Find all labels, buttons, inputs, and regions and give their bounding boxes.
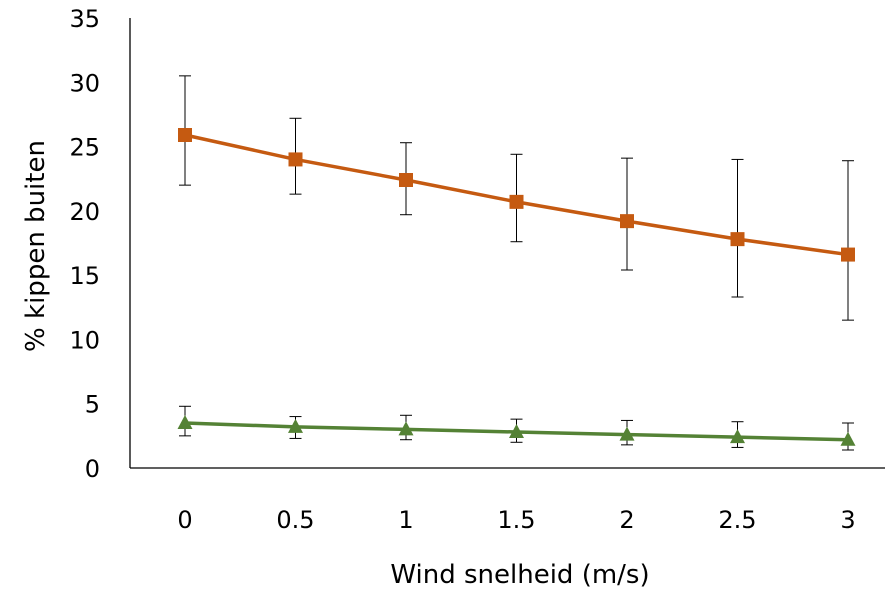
y-tick-label: 30 <box>69 69 100 97</box>
series-1 <box>178 76 855 320</box>
data-point-square <box>399 173 413 187</box>
data-point-square <box>289 152 303 166</box>
y-axis-label: % kippen buiten <box>21 140 51 352</box>
y-tick-label: 10 <box>69 326 100 354</box>
y-tick-label: 0 <box>85 455 100 483</box>
y-tick-label: 25 <box>69 134 100 162</box>
series-2 <box>178 406 856 450</box>
error-bar <box>732 159 744 297</box>
x-axis-label: Wind snelheid (m/s) <box>390 560 649 590</box>
y-tick-label: 15 <box>69 262 100 290</box>
x-tick-label: 0 <box>177 506 192 534</box>
data-point-square <box>620 214 634 228</box>
data-point-square <box>841 248 855 262</box>
x-tick-label: 0.5 <box>276 506 314 534</box>
x-tick-labels: 0 0.5 1 1.5 2 2.5 3 <box>177 506 855 534</box>
error-bar <box>621 158 633 270</box>
data-point-square <box>510 195 524 209</box>
y-tick-label: 20 <box>69 198 100 226</box>
y-tick-labels: 0 5 10 15 20 25 30 35 <box>69 5 100 483</box>
y-tick-label: 35 <box>69 5 100 33</box>
data-point-square <box>178 128 192 142</box>
x-tick-label: 1.5 <box>497 506 535 534</box>
series-layer <box>178 76 856 450</box>
data-point-square <box>731 232 745 246</box>
x-tick-label: 2.5 <box>718 506 756 534</box>
x-tick-label: 2 <box>619 506 634 534</box>
y-tick-label: 5 <box>85 391 100 419</box>
x-tick-label: 3 <box>840 506 855 534</box>
x-tick-label: 1 <box>398 506 413 534</box>
error-bar <box>842 161 854 320</box>
